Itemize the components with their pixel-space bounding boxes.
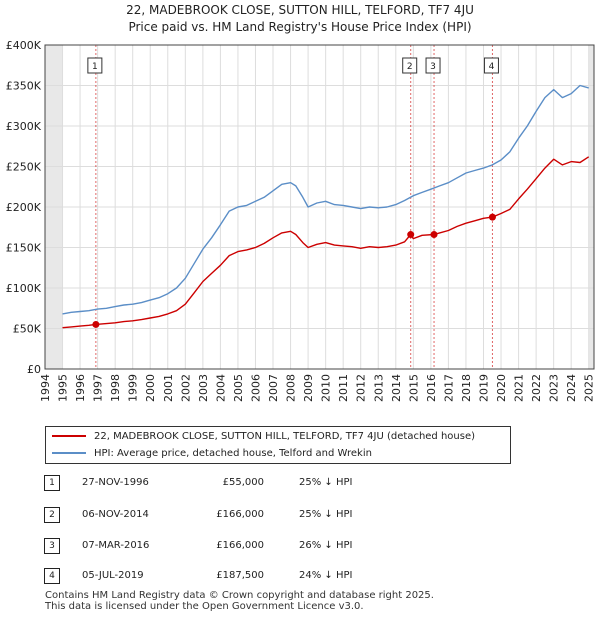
x-tick-label: 2016 <box>425 374 438 402</box>
sale-label-box <box>87 57 103 74</box>
legend-item-property: 22, MADEBROOK CLOSE, SUTTON HILL, TELFOR… <box>52 429 475 445</box>
price-chart: £0 £50K £100K £150K £200K £250K £300K £350K £400… <box>6 39 596 402</box>
sale-label: 2 <box>407 62 413 72</box>
transaction-price: £55,000 <box>222 477 264 488</box>
x-tick-label: 2011 <box>337 374 350 402</box>
x-tick-label: 2023 <box>548 374 561 402</box>
footer: Contains HM Land Registry data © Crown c… <box>45 590 434 612</box>
x-tick-label: 2024 <box>565 374 578 402</box>
x-tick-label: 2020 <box>495 374 508 402</box>
transaction-date: 27-NOV-1996 <box>82 477 149 488</box>
y-tick-label: £150K <box>6 242 42 255</box>
sale-label-box <box>402 57 418 74</box>
property-series-line <box>62 156 590 329</box>
x-tick-label: 2019 <box>477 374 490 402</box>
x-tick-label: 2013 <box>372 374 385 402</box>
transaction-number: 3 <box>44 538 60 554</box>
x-tick-label: 2022 <box>530 374 543 402</box>
x-tick-label: 2009 <box>302 374 315 402</box>
legend-line-property <box>52 435 86 437</box>
legend-label-hpi: HPI: Average price, detached house, Telf… <box>94 448 372 459</box>
sale-label: 1 <box>92 62 98 72</box>
x-tick-label: 2005 <box>232 374 245 402</box>
x-tick-label: 1998 <box>109 374 122 402</box>
sale-label-box <box>483 57 499 74</box>
sale-point <box>407 231 415 239</box>
transaction-date: 05-JUL-2019 <box>82 570 144 581</box>
sale-label-box <box>425 57 441 74</box>
x-tick-label: 2014 <box>390 374 403 402</box>
legend-label-property: 22, MADEBROOK CLOSE, SUTTON HILL, TELFOR… <box>94 431 476 442</box>
y-tick-label: £200K <box>6 201 42 214</box>
x-tick-label: 2003 <box>197 374 210 402</box>
transaction-row: 4 05-JUL-2019 £187,500 24% ↓ HPI <box>44 566 464 586</box>
transaction-row: 2 06-NOV-2014 £166,000 25% ↓ HPI <box>44 505 464 525</box>
plot-border <box>44 44 595 370</box>
transaction-hpi: 25% ↓ HPI <box>299 477 353 488</box>
legend-line-hpi <box>52 452 86 454</box>
x-tick-label: 2007 <box>267 374 280 402</box>
x-tick-label: 1995 <box>57 374 70 402</box>
y-tick-label: £250K <box>6 161 42 174</box>
chart-subtitle: Price paid vs. HM Land Registry's House … <box>128 20 472 34</box>
y-tick-label: £100K <box>6 282 42 295</box>
x-tick-label: 2006 <box>249 374 262 402</box>
transaction-date: 07-MAR-2016 <box>82 540 150 551</box>
transaction-date: 06-NOV-2014 <box>82 509 149 520</box>
transaction-number: 1 <box>44 475 60 491</box>
x-tick-label: 2018 <box>460 374 473 402</box>
legend-item-hpi: HPI: Average price, detached house, Telf… <box>52 446 372 462</box>
transaction-hpi: 25% ↓ HPI <box>299 509 353 520</box>
y-tick-label: £50K <box>13 323 42 336</box>
y-tick-label: £0 <box>27 363 41 376</box>
sale-label: 4 <box>489 62 495 72</box>
x-tick-label: 1997 <box>92 374 105 402</box>
x-tick-label: 2004 <box>214 374 227 402</box>
transaction-hpi: 24% ↓ HPI <box>299 570 353 581</box>
sale-point <box>430 231 438 239</box>
transaction-number: 4 <box>44 568 60 584</box>
footer-licence: This data is licensed under the Open Gov… <box>45 601 364 612</box>
transaction-number: 2 <box>44 507 60 523</box>
y-tick-label: £350K <box>6 80 42 93</box>
chart-title: 22, MADEBROOK CLOSE, SUTTON HILL, TELFOR… <box>126 3 474 17</box>
x-tick-label: 2017 <box>442 374 455 402</box>
x-tick-label: 2008 <box>285 374 298 402</box>
x-tick-label: 2012 <box>355 374 368 402</box>
sale-point <box>92 320 100 328</box>
transaction-row: 3 07-MAR-2016 £166,000 26% ↓ HPI <box>44 536 464 556</box>
x-tick-label: 2002 <box>179 374 192 402</box>
transaction-price: £166,000 <box>216 540 264 551</box>
x-tick-label: 2025 <box>583 374 596 402</box>
transaction-hpi: 26% ↓ HPI <box>299 540 353 551</box>
x-tick-label: 2021 <box>513 374 526 402</box>
transaction-price: £166,000 <box>216 509 264 520</box>
footer-copyright: Contains HM Land Registry data © Crown c… <box>45 590 434 601</box>
transaction-row: 1 27-NOV-1996 £55,000 25% ↓ HPI <box>44 473 464 493</box>
x-tick-label: 2015 <box>407 374 420 402</box>
x-tick-label: 2001 <box>162 374 175 402</box>
sale-label: 3 <box>430 62 436 72</box>
transaction-price: £187,500 <box>216 570 264 581</box>
sale-point <box>488 213 496 221</box>
x-tick-label: 1994 <box>39 374 52 402</box>
x-tick-label: 2010 <box>320 374 333 402</box>
chart-legend: 22, MADEBROOK CLOSE, SUTTON HILL, TELFOR… <box>45 426 511 464</box>
y-tick-label: £400K <box>6 39 42 52</box>
x-tick-label: 1999 <box>127 374 140 402</box>
hpi-series-line <box>62 84 589 315</box>
y-tick-label: £300K <box>6 120 42 133</box>
x-tick-label: 2000 <box>144 374 157 402</box>
x-tick-label: 1996 <box>74 374 87 402</box>
